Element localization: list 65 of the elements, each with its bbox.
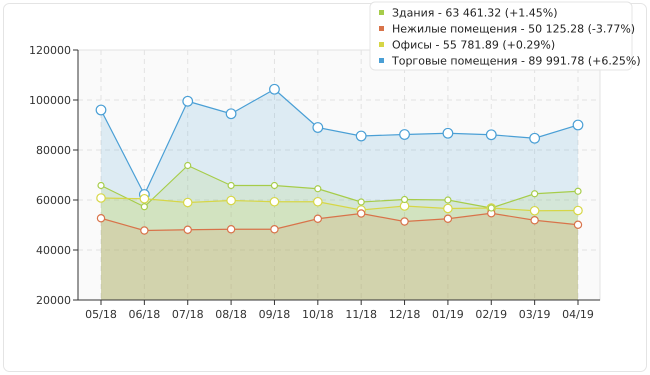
point (443, 204, 453, 214)
point (270, 225, 279, 234)
point (140, 203, 148, 210)
point (529, 132, 540, 144)
point (96, 104, 106, 116)
y-tick-label: 40000 (36, 244, 71, 257)
y-tick-label: 120000 (29, 44, 71, 57)
y-tick-label: 20000 (36, 294, 71, 307)
point (572, 120, 584, 130)
x-tick-label: 09/18 (258, 308, 290, 321)
point (182, 198, 193, 208)
y-tick-label: 60000 (36, 194, 71, 207)
legend-label: Торговые помещения - 89 991.78 (+6.25%) (391, 54, 641, 68)
point (531, 190, 538, 198)
legend-label: Здания - 63 461.32 (+1.45%) (392, 6, 558, 20)
point (399, 129, 410, 140)
point (530, 216, 539, 224)
point (184, 226, 192, 234)
x-tick-label: 07/18 (172, 308, 204, 321)
point (312, 122, 324, 133)
point (356, 209, 366, 218)
point (313, 196, 323, 207)
x-tick-label: 11/18 (345, 308, 378, 321)
point (182, 96, 194, 107)
point (270, 196, 280, 207)
point (314, 214, 322, 223)
point (400, 196, 408, 204)
y-tick-label: 100000 (29, 94, 71, 107)
x-tick-label: 12/18 (388, 308, 420, 321)
point (358, 198, 365, 206)
x-tick-label: 10/18 (302, 308, 334, 321)
point (140, 194, 150, 204)
point (573, 206, 583, 216)
legend-label: Нежилые помещения - 50 125.28 (-3.77%) (392, 22, 636, 36)
legend-label: Офисы - 55 781.89 (+0.29%) (392, 38, 556, 52)
point (314, 185, 322, 192)
point (226, 225, 236, 234)
point (444, 196, 452, 204)
x-tick-label: 06/18 (128, 308, 160, 321)
x-tick-label: 03/19 (518, 308, 550, 321)
point (574, 220, 582, 229)
point (530, 206, 540, 216)
x-tick-label: 04/19 (562, 308, 594, 321)
x-tick-label: 05/18 (85, 308, 117, 321)
point (400, 201, 410, 211)
point (269, 84, 280, 95)
point (400, 217, 409, 226)
point (227, 182, 235, 190)
point (97, 182, 105, 190)
point (574, 188, 582, 195)
x-tick-label: 01/19 (432, 308, 464, 321)
point (486, 129, 497, 140)
point (140, 226, 149, 235)
point (442, 128, 454, 139)
point (226, 108, 236, 120)
point (270, 182, 278, 190)
point (226, 196, 236, 206)
point (96, 214, 106, 222)
point (356, 130, 367, 142)
point (96, 193, 106, 203)
x-tick-label: 02/19 (475, 308, 508, 321)
y-tick-label: 80000 (36, 144, 71, 157)
x-tick-label: 08/18 (215, 308, 247, 321)
point (444, 214, 452, 223)
point (184, 162, 192, 170)
